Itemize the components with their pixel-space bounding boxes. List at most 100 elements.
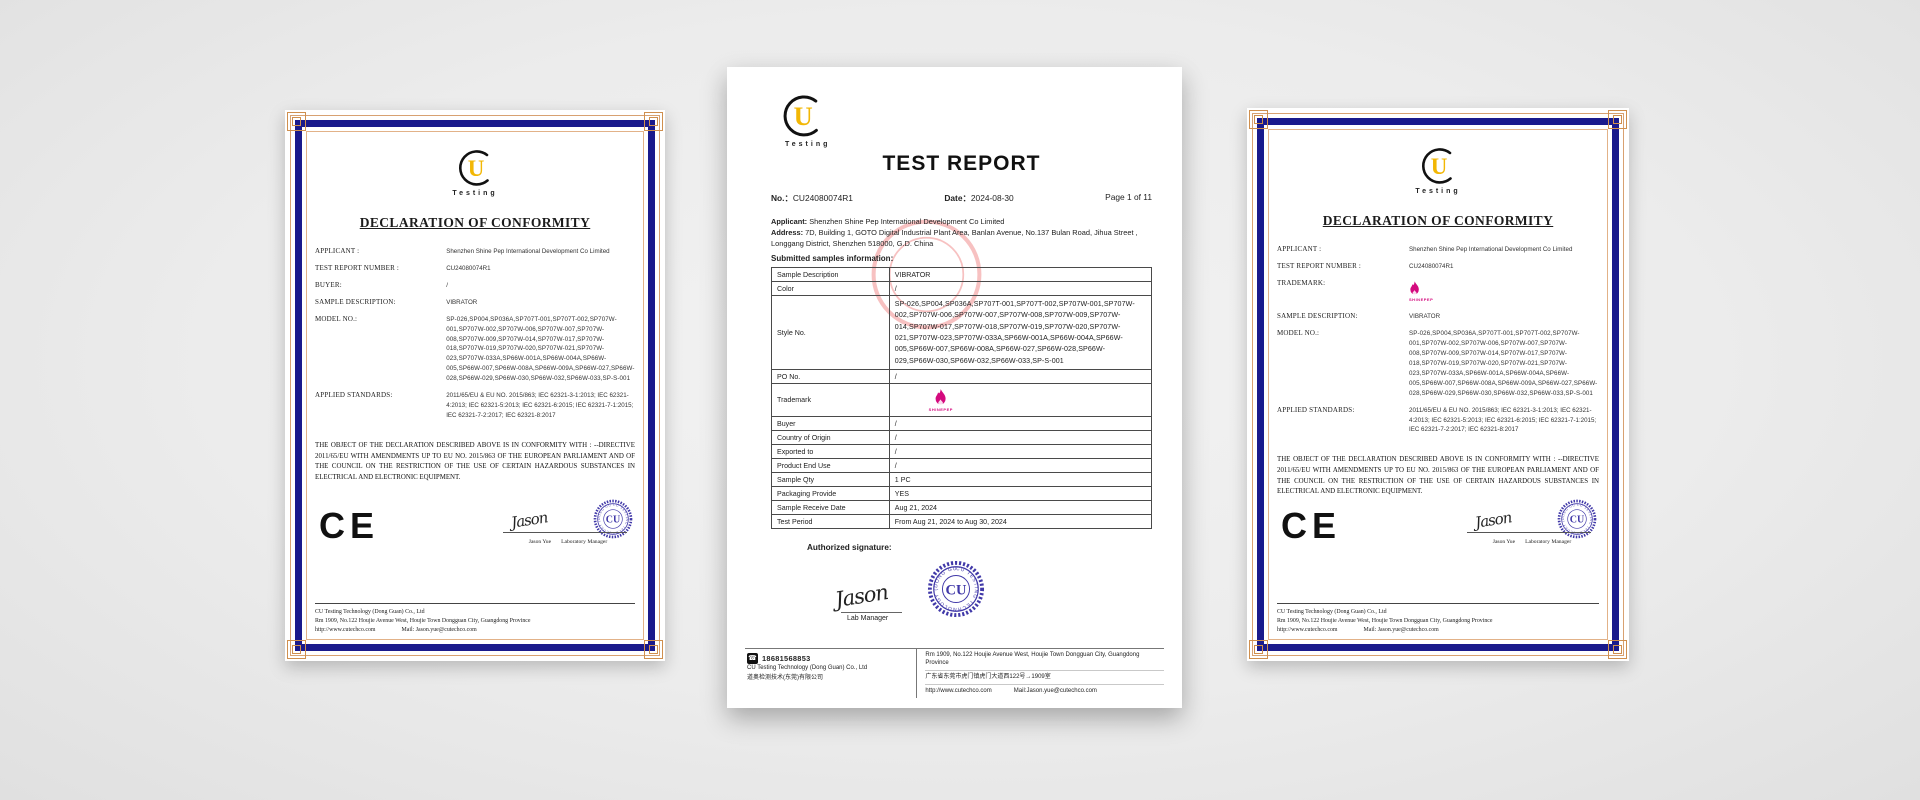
footer-address: Rm 1909, No.122 Houjie Avenue West, Houj… xyxy=(315,617,531,624)
report-footer: ☎ 18681568853 CU Testing Technology (Don… xyxy=(745,647,1164,698)
field-value: CU24080074R1 xyxy=(1409,262,1454,270)
table-row: Sample Receive Date Aug 21, 2024 xyxy=(771,500,1153,516)
svg-text:U: U xyxy=(468,156,485,181)
cu-testing-logo: U Testing xyxy=(779,93,1152,148)
table-row: Buyer / xyxy=(771,416,1153,432)
phone-number: 18681568853 xyxy=(762,653,811,663)
cu-logo-icon: U xyxy=(1422,148,1452,184)
ce-mark: CE xyxy=(1281,505,1342,546)
conformity-statement: THE OBJECT OF THE DECLARATION DESCRIBED … xyxy=(1277,456,1599,496)
table-row: Sample Qty 1 PC xyxy=(771,472,1153,488)
signer-title: Laboratory Manager xyxy=(561,539,608,545)
flame-icon xyxy=(1410,281,1419,295)
field-label: TRADEMARK: xyxy=(1277,278,1326,287)
applicant-address-block: Applicant: Shenzhen Shine Pep Internatio… xyxy=(771,216,1152,249)
signature-block: Jason CU TESTING TECHNOLOGY (DONG GUAN) … xyxy=(1467,495,1597,547)
corner-ornament xyxy=(1608,110,1627,129)
report-page: Page 1 of 11 xyxy=(1105,192,1152,202)
report-number: No.：CU24080074R1 xyxy=(771,193,853,203)
declaration-certificate-left: U Testing DECLARATION OF CONFORMITY APPL… xyxy=(285,110,665,661)
field-label: APPLIED STANDARDS: xyxy=(1277,405,1355,414)
field-label: TEST REPORT NUMBER : xyxy=(1277,261,1362,270)
footer-address: Rm 1909, No.122 Houjie Avenue West, Houj… xyxy=(1277,617,1493,624)
footer-website: http://www.cutechco.com xyxy=(925,688,992,695)
footer-company-en: CU Testing Technology (Dong Guan) Co., L… xyxy=(747,665,868,672)
table-row: Test Period From Aug 21, 2024 to Aug 30, … xyxy=(771,514,1153,530)
table-row-trademark: Trademark SHINEPEP xyxy=(771,383,1153,418)
table-row: Packaging Provide YES xyxy=(771,486,1153,502)
test-report-page: U Testing TEST REPORT No.：CU24080074R1 D… xyxy=(727,67,1182,708)
field-value: VIBRATOR xyxy=(446,298,478,306)
cu-stamp-icon: CU TESTING TECHNOLOGY (DONG GUAN) CO., L… xyxy=(593,499,633,539)
svg-text:CU: CU xyxy=(606,515,620,526)
certificate-footer: CU Testing Technology (Dong Guan) Co., L… xyxy=(315,602,635,635)
flame-icon xyxy=(935,389,946,406)
field-value-standards: 2011/65/EU & EU NO. 2015/863; IEC 62321-… xyxy=(446,392,634,419)
field-label: SAMPLE DESCRIPTION: xyxy=(315,297,396,306)
cu-logo-icon: U xyxy=(783,95,818,137)
corner-ornament xyxy=(1249,640,1268,659)
footer-mail: Mail: Jason.yue@cutechco.com xyxy=(401,626,477,633)
report-meta-row: No.：CU24080074R1 Date：2024-08-30 Page 1 … xyxy=(771,192,1152,204)
field-value: / xyxy=(446,281,448,289)
corner-ornament xyxy=(644,640,663,659)
cert-navy-frame xyxy=(295,120,655,651)
field-label: APPLICANT : xyxy=(1277,245,1322,253)
signature-line xyxy=(503,532,627,533)
conformity-statement: THE OBJECT OF THE DECLARATION DESCRIBED … xyxy=(315,441,635,482)
signature-block: Jason CU TESTING TECHNOLOGY (DONG GUAN) … xyxy=(503,495,633,547)
report-date: Date：2024-08-30 xyxy=(944,193,1014,203)
cert-outer-frame xyxy=(290,115,660,656)
corner-ornament xyxy=(287,112,306,131)
logo-caption: Testing xyxy=(452,190,498,197)
footer-company: CU Testing Technology (Dong Guan) Co., L… xyxy=(1277,608,1387,615)
svg-text:U: U xyxy=(794,101,813,131)
signer-title: Laboratory Manager xyxy=(1525,539,1572,545)
phone-row: ☎ 18681568853 xyxy=(747,653,910,665)
applicant-line: Applicant: Shenzhen Shine Pep Internatio… xyxy=(771,217,1005,226)
table-row: Color / xyxy=(771,281,1153,297)
signer-name: Jason Yue xyxy=(1492,539,1516,545)
table-row: Product End Use / xyxy=(771,458,1153,474)
field-label: TEST REPORT NUMBER : xyxy=(315,263,400,272)
footer-company: CU Testing Technology (Dong Guan) Co., L… xyxy=(315,608,425,615)
signature: Jason xyxy=(1473,508,1513,532)
certificate-fields: APPLICANT : Shenzhen Shine Pep Internatio… xyxy=(315,247,635,421)
signature-line xyxy=(1467,532,1591,533)
corner-ornament xyxy=(287,640,306,659)
cu-testing-logo: U Testing xyxy=(315,148,635,197)
authorized-signature-label: Authorized signature: xyxy=(807,543,892,553)
declaration-certificate-right: U Testing DECLARATION OF CONFORMITY APPL… xyxy=(1247,108,1629,661)
signer-title: Lab Manager xyxy=(841,612,903,622)
svg-text:U: U xyxy=(1431,154,1448,179)
signer-name: Jason Yue xyxy=(528,539,552,545)
footer-mail: Mail:Jason.yue@cutechco.com xyxy=(1013,688,1097,695)
trademark-caption: SHINEPEP xyxy=(1409,296,1434,302)
cu-logo-icon: U xyxy=(459,150,489,186)
field-value: CU24080074R1 xyxy=(446,264,491,272)
field-label: APPLIED STANDARDS: xyxy=(315,391,393,400)
footer-website: http://www.cutechco.com xyxy=(315,626,376,633)
footer-address-cn: 广东省东莞市虎门镇虎门大道西122号→1909室 xyxy=(925,671,1164,685)
field-value-model-no: SP-026,SP004,SP036A,SP707T-001,SP707T-00… xyxy=(446,315,635,383)
certificate-footer: CU Testing Technology (Dong Guan) Co., L… xyxy=(1277,602,1599,635)
field-label: APPLICANT : xyxy=(315,247,360,255)
svg-text:CU: CU xyxy=(946,583,967,599)
address-line: Address: 7D, Building 1, GOTO Digital In… xyxy=(771,228,1138,249)
signature: Jason xyxy=(833,580,890,613)
trademark-caption: SHINEPEP xyxy=(928,406,953,412)
field-value: VIBRATOR xyxy=(1409,313,1441,321)
footer-address-en: Rm 1909, No.122 Houjie Avenue West, Houj… xyxy=(925,649,1164,671)
cert-navy-frame xyxy=(1257,118,1619,651)
certificate-title: DECLARATION OF CONFORMITY xyxy=(359,215,591,230)
phone-icon: ☎ xyxy=(747,653,758,665)
samples-table: Sample Description VIBRATOR Color / Style … xyxy=(771,267,1153,530)
footer-website: http://www.cutechco.com xyxy=(1277,626,1338,633)
field-label: MODEL NO.: xyxy=(315,314,358,323)
certificate-fields: APPLICANT : Shenzhen Shine Pep Internatio… xyxy=(1277,245,1599,435)
corner-ornament xyxy=(1608,640,1627,659)
signature: Jason xyxy=(509,508,549,532)
trademark-logo: SHINEPEP xyxy=(1409,279,1599,305)
logo-caption: Testing xyxy=(1415,188,1461,195)
